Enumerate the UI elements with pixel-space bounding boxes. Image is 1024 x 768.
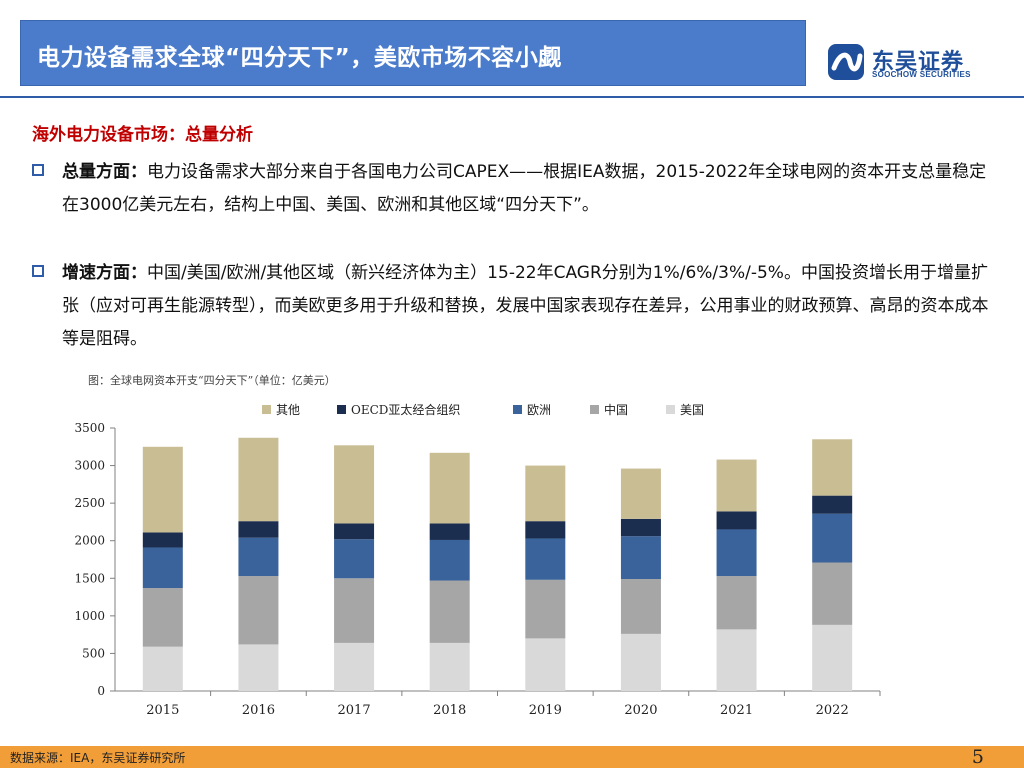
bar-segment	[238, 437, 279, 522]
bar-segment	[238, 521, 279, 538]
bar-segment	[620, 468, 661, 519]
title-bar: 电力设备需求全球“四分天下”，美欧市场不容小觑	[20, 20, 806, 86]
bullet-lead: 总量方面：	[62, 162, 147, 182]
bar-segment	[334, 578, 375, 643]
bar-segment	[812, 513, 853, 563]
bar-segment	[620, 579, 661, 634]
bar-segment	[812, 624, 853, 691]
x-tick-label: 2020	[624, 703, 657, 718]
bar-segment	[716, 511, 757, 530]
bar-segment	[142, 532, 183, 548]
x-tick-label: 2022	[816, 703, 849, 718]
legend-swatch	[337, 405, 346, 414]
footer-bar: 数据来源：IEA，东吴证券研究所 5	[0, 746, 1024, 768]
bar-segment	[238, 644, 279, 691]
legend-label: OECD亚太经合组织	[351, 402, 460, 417]
bar-segment	[238, 576, 279, 645]
soochow-logo-icon	[828, 44, 864, 80]
bar-segment	[620, 633, 661, 691]
checkbox-bullet-icon	[32, 265, 44, 277]
bar-segment	[525, 521, 566, 539]
bullet-text: 中国/美国/欧洲/其他区域（新兴经济体为主）15-22年CAGR分别为1%/6%…	[62, 263, 989, 349]
bar-segment	[334, 539, 375, 579]
bar-segment	[142, 646, 183, 691]
bullet-total: 总量方面：电力设备需求大部分来自于各国电力公司CAPEX——根据IEA数据，20…	[32, 156, 992, 222]
bar-segment	[716, 529, 757, 577]
bar-segment	[620, 536, 661, 580]
x-tick-label: 2019	[529, 703, 562, 718]
chart-caption: 图：全球电网资本开支“四分天下”（单位：亿美元）	[88, 374, 336, 387]
page-title: 电力设备需求全球“四分天下”，美欧市场不容小觑	[37, 45, 562, 71]
x-tick-label: 2017	[338, 703, 371, 718]
bar-segment	[525, 538, 566, 580]
header-divider	[0, 96, 1024, 98]
legend-swatch	[513, 405, 522, 414]
legend-swatch	[666, 405, 675, 414]
bar-segment	[525, 638, 566, 691]
legend-label: 中国	[604, 402, 628, 417]
y-tick-label: 1000	[74, 609, 105, 623]
bar-segment	[429, 580, 470, 643]
y-tick-label: 3500	[74, 421, 105, 435]
legend-label: 美国	[680, 403, 704, 417]
bar-segment	[238, 537, 279, 577]
x-tick-label: 2021	[720, 703, 753, 718]
brand-logo: 东吴证券 SOOCHOW SECURITIES	[826, 40, 1016, 84]
bullet-text: 电力设备需求大部分来自于各国电力公司CAPEX——根据IEA数据，2015-20…	[62, 162, 987, 215]
bar-segment	[620, 518, 661, 537]
bar-segment	[334, 445, 375, 524]
legend-label: 其他	[276, 403, 300, 417]
bar-segment	[142, 588, 183, 647]
y-tick-label: 0	[97, 684, 105, 698]
bar-segment	[716, 459, 757, 512]
y-tick-label: 500	[82, 646, 105, 660]
logo-text-cn: 东吴证券	[872, 50, 965, 75]
bar-segment	[429, 642, 470, 691]
bar-segment	[525, 579, 566, 639]
y-tick-label: 3000	[74, 459, 105, 473]
legend-swatch	[262, 405, 271, 414]
legend-swatch	[590, 405, 599, 414]
x-tick-label: 2015	[146, 703, 179, 718]
x-tick-label: 2016	[242, 703, 275, 718]
stacked-bar-chart: 0 500 1000 1500 2000 2500 3000 3500 2015 2016 2017…	[74, 402, 881, 718]
bar-segment	[142, 547, 183, 589]
y-tick-label: 1500	[74, 571, 105, 585]
bar-segment	[429, 452, 470, 524]
section-heading: 海外电力设备市场：总量分析	[32, 125, 253, 145]
bullet-lead: 增速方面：	[62, 263, 147, 283]
bar-segment	[142, 446, 183, 533]
bar-segment	[525, 465, 566, 522]
x-tick-label: 2018	[433, 703, 466, 718]
data-source: 数据来源：IEA，东吴证券研究所	[10, 751, 186, 765]
bar-segment	[812, 439, 853, 496]
checkbox-bullet-icon	[32, 164, 44, 176]
page-number: 5	[971, 746, 984, 768]
bar-segment	[812, 495, 853, 514]
legend-label: 欧洲	[527, 403, 551, 417]
bar-segment	[429, 523, 470, 540]
bar-segment	[716, 629, 757, 691]
bar-segment	[716, 576, 757, 630]
bar-segment	[334, 523, 375, 540]
bar-segment	[334, 642, 375, 691]
bullet-growth: 增速方面：中国/美国/欧洲/其他区域（新兴经济体为主）15-22年CAGR分别为…	[32, 257, 992, 356]
y-tick-label: 2500	[74, 496, 105, 510]
logo-text-en: SOOCHOW SECURITIES	[872, 70, 971, 79]
bar-segment	[812, 562, 853, 625]
y-tick-label: 2000	[74, 534, 105, 548]
bar-segment	[429, 539, 470, 581]
